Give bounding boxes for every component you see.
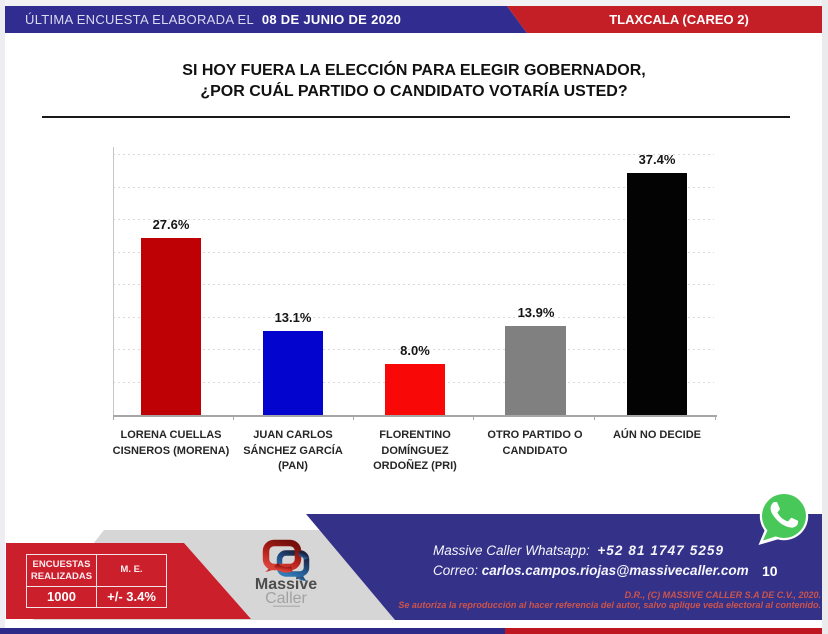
- svg-text:Caller: Caller: [265, 590, 307, 607]
- svg-text:Massive: Massive: [255, 576, 317, 593]
